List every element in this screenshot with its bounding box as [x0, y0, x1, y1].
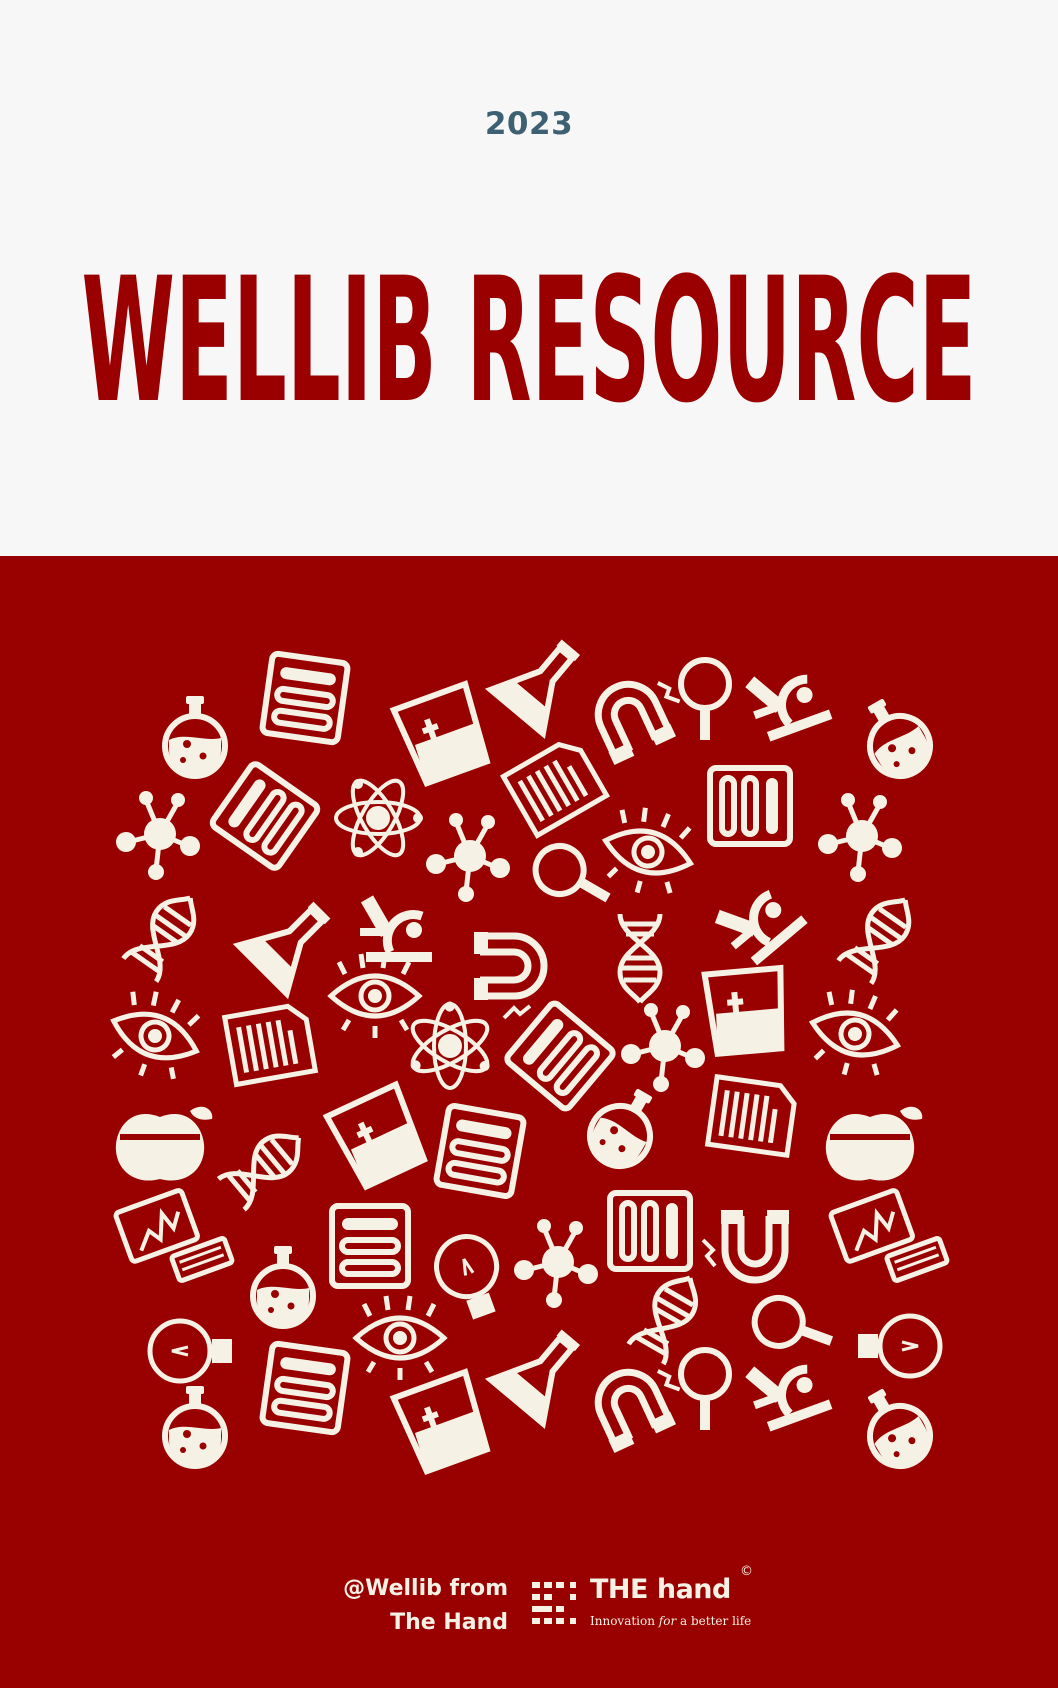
credit-line-2: The Hand: [390, 1610, 508, 1635]
dna-icon: [838, 888, 921, 983]
cover-title: WELLIB RESOURCE: [82, 240, 977, 420]
the-hand-logo-text: THE hand: [590, 1574, 731, 1605]
molecule-icon: [818, 793, 902, 882]
microscope-icon: [742, 1346, 832, 1433]
molecule-icon: [621, 1003, 705, 1092]
publisher-credit: @Wellib from The Hand: [343, 1572, 508, 1640]
document-icon: [503, 737, 606, 836]
molecule-icon: [426, 813, 510, 902]
eye-icon: [595, 800, 702, 904]
flask-icon: [253, 1246, 313, 1326]
test-tube-rack-icon: [710, 768, 790, 844]
test-tube-rack-icon: [610, 1193, 690, 1269]
test-tube-rack-icon: [505, 1001, 615, 1111]
beaker-icon: [394, 684, 493, 785]
magnifier-icon: [681, 660, 729, 740]
apple-icon: [116, 1107, 212, 1181]
test-tube-rack-icon: [262, 653, 348, 743]
molecule-icon: [116, 791, 200, 880]
computer-icon: [115, 1181, 233, 1294]
cover-year: 2023: [484, 106, 574, 142]
test-tube-rack-icon: [332, 1206, 408, 1286]
test-tube-rack-icon: [210, 762, 319, 870]
eye-icon: [356, 1296, 444, 1380]
conical-flask-icon: [491, 625, 597, 733]
eye-icon: [99, 981, 210, 1090]
cover-footer: @Wellib from The Hand THE hand © Innovat…: [0, 1564, 1058, 1640]
document-icon: [225, 1004, 316, 1085]
icon-grid: [99, 625, 947, 1477]
beaker-icon: [394, 1372, 493, 1473]
atom-icon: [334, 771, 425, 865]
flask-icon: [165, 1386, 225, 1466]
computer-icon: [830, 1181, 948, 1294]
copyright-mark: ©: [740, 1564, 753, 1579]
microscope-icon: [710, 872, 808, 969]
flask-icon: [165, 696, 225, 776]
microscope-icon: [742, 656, 832, 743]
flask-icon: [849, 688, 941, 787]
magnifier-icon: [748, 1291, 840, 1363]
light-bulb-icon: [858, 1316, 940, 1376]
flask-icon: [579, 1078, 671, 1177]
molecule-icon: [514, 1219, 598, 1308]
dna-icon: [620, 914, 660, 1002]
conical-flask-icon: [491, 1315, 597, 1423]
magnifier-icon: [681, 1350, 729, 1430]
dna-icon: [218, 1122, 311, 1209]
the-hand-tagline: Innovation for a better life: [590, 1614, 751, 1628]
magnet-icon: [585, 1353, 693, 1453]
beaker-icon: [705, 968, 788, 1054]
eye-icon: [802, 982, 909, 1086]
eye-icon: [331, 954, 419, 1038]
tagline-post: a better life: [676, 1614, 752, 1628]
magnet-icon: [474, 932, 544, 1018]
light-bulb-icon: [428, 1228, 512, 1326]
cover-title-graphic: WELLIB RESOURCE: [82, 240, 977, 420]
magnifier-icon: [527, 837, 620, 919]
tagline-em: for: [658, 1614, 677, 1628]
magnet-icon: [585, 665, 693, 765]
microscope-icon: [360, 895, 432, 962]
dna-icon: [123, 886, 206, 981]
the-hand-logo-icon: [532, 1582, 576, 1624]
conical-flask-icon: [239, 886, 346, 993]
document-icon: [708, 1077, 797, 1155]
credit-line-1: @Wellib from: [343, 1576, 508, 1601]
test-tube-rack-icon: [262, 1343, 348, 1433]
light-bulb-icon: [150, 1321, 232, 1381]
cover-top-panel: 2023 WELLIB RESOURCE: [0, 0, 1058, 556]
flask-icon: [849, 1378, 941, 1477]
test-tube-rack-icon: [436, 1105, 525, 1197]
tagline-pre: Innovation: [590, 1614, 659, 1628]
beaker-icon: [327, 1085, 430, 1190]
science-icon-pattern: [0, 556, 1058, 1506]
apple-icon: [826, 1107, 922, 1181]
magnet-icon: [703, 1210, 789, 1280]
